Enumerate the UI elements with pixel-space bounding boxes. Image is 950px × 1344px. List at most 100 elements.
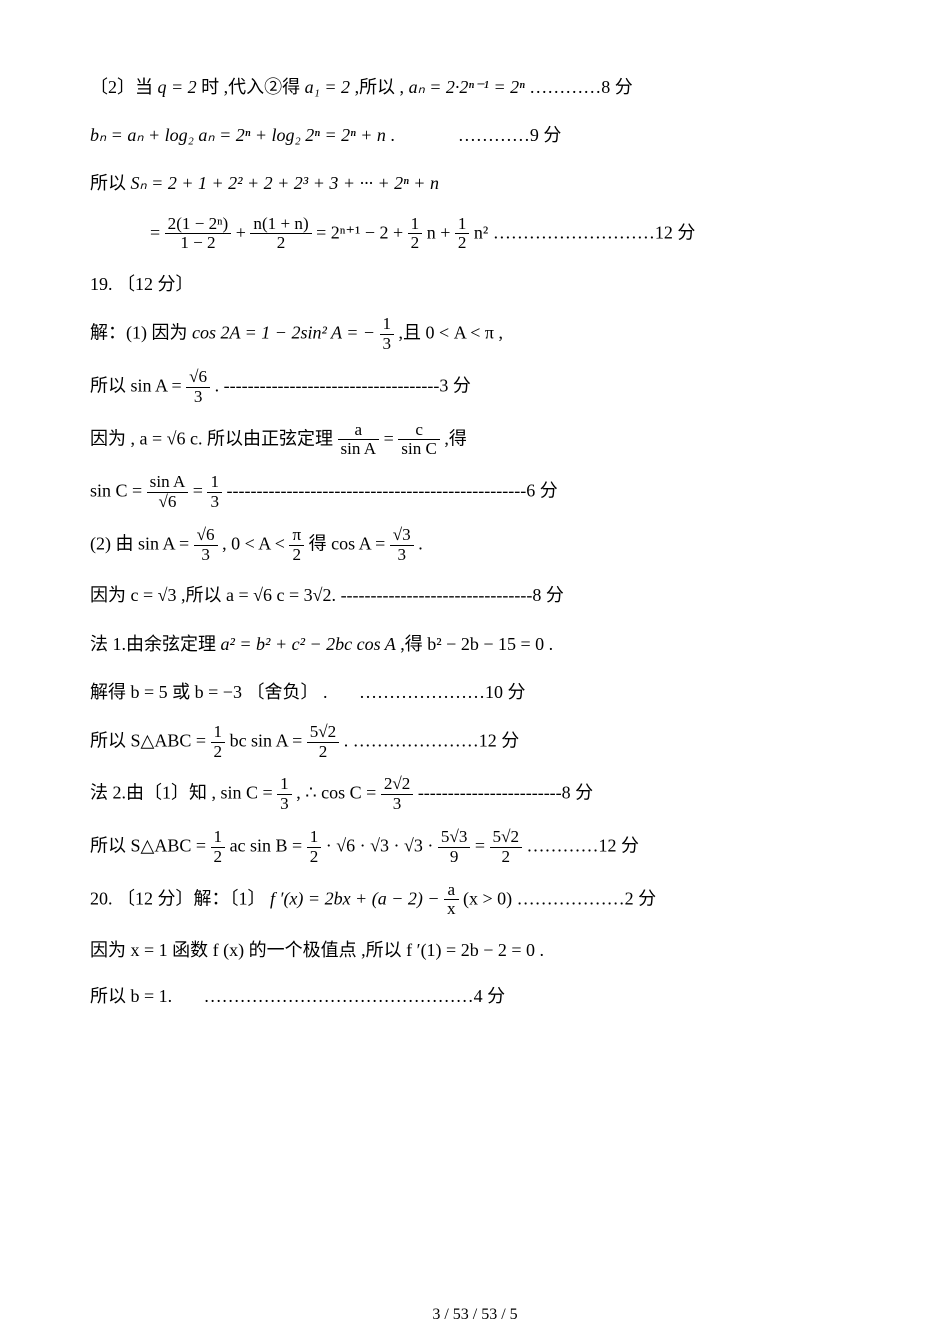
sn-expansion: 所以 Sₙ = 2 + 1 + 2² + 2 + 2³ + 3 + ··· + … xyxy=(90,166,860,200)
frac: 2√23 xyxy=(381,775,413,814)
text: 19. 〔12 分〕 xyxy=(90,274,194,294)
text: 〔2〕当 xyxy=(90,77,153,97)
score: …………8 分 xyxy=(529,77,633,97)
text: 所以 xyxy=(90,173,131,193)
method1-cosine-rule: 法 1.由余弦定理 a² = b² + c² − 2bc cos A ,得 b²… xyxy=(90,627,860,661)
math: a² = b² + c² − 2bc cos A xyxy=(221,634,396,654)
text: 解得 b = 5 或 b = −3 〔舍负〕 . xyxy=(90,682,327,702)
frac: π2 xyxy=(289,526,304,565)
text: 所以 S△ABC = xyxy=(90,835,211,855)
math: f ′(x) = 2bx + (a − 2) − xyxy=(270,888,444,908)
page-footer: 3 / 53 / 53 / 5 xyxy=(0,1306,950,1324)
text: (2) 由 sin A = xyxy=(90,533,194,553)
text: ac sin B = xyxy=(230,835,307,855)
plus: + xyxy=(236,222,251,242)
score: ------------------------8 分 xyxy=(418,783,593,803)
eq: = xyxy=(150,222,165,242)
frac: n(1 + n)2 xyxy=(250,215,311,254)
math: cos 2A = 1 − 2sin² A = − xyxy=(192,323,380,343)
frac: 13 xyxy=(380,315,395,354)
frac: 12 xyxy=(211,723,226,762)
score: …………………10 分 xyxy=(359,682,526,702)
frac: √33 xyxy=(390,526,414,565)
score: …………12 分 xyxy=(527,835,640,855)
text: 20. 〔12 分〕解：〔1〕 xyxy=(90,888,270,908)
page: 〔2〕当 q = 2 时 ,代入②得 a₁ = 2 ,所以 , aₙ = 2·2… xyxy=(0,0,950,1344)
math: q = 2 xyxy=(158,77,197,97)
sinC-result: sin C = sin A√6 = 13 -------------------… xyxy=(90,473,860,512)
text: 因为 x = 1 函数 f (x) 的一个极值点 ,所以 f ′(1) = 2b… xyxy=(90,940,544,960)
a-value: 因为 c = √3 ,所以 a = √6 c = 3√2. ----------… xyxy=(90,578,860,612)
eq: = xyxy=(132,481,147,501)
text: 时 ,代入②得 xyxy=(201,77,300,97)
score: --------------------------------8 分 xyxy=(341,585,564,605)
text: (x > 0) xyxy=(463,888,512,908)
score: ----------------------------------------… xyxy=(227,481,558,501)
score: …………9 分 xyxy=(458,125,562,145)
frac: 5√39 xyxy=(438,828,470,867)
sinA-result: 所以 sin A = √63 . -----------------------… xyxy=(90,368,860,407)
math: n + xyxy=(427,222,455,242)
text: ,且 0 < A < π , xyxy=(399,323,503,343)
frac: csin C xyxy=(398,421,440,460)
frac: ax xyxy=(444,881,459,920)
text: 因为 c = √3 ,所以 a = √6 c = 3√2. xyxy=(90,585,336,605)
math: Sₙ = 2 + 1 + 2² + 2 + 2³ + 3 + ··· + 2ⁿ … xyxy=(131,173,439,193)
frac: 13 xyxy=(277,775,292,814)
frac: 12 xyxy=(408,215,423,254)
math: aₙ = 2·2ⁿ⁻¹ = 2ⁿ xyxy=(409,77,525,97)
math: bₙ = aₙ + log₂ aₙ = 2ⁿ + log₂ 2ⁿ = 2ⁿ + … xyxy=(90,125,386,145)
math: a₁ = 2 xyxy=(305,77,350,97)
text: = xyxy=(475,835,490,855)
page-number: 3 / 53 / 53 / 5 xyxy=(432,1306,517,1323)
score: . ------------------------------------3 … xyxy=(215,375,471,395)
text: , ∴ cos C = xyxy=(296,783,381,803)
frac: 12 xyxy=(455,215,470,254)
step-2-intro: 〔2〕当 q = 2 时 ,代入②得 a₁ = 2 ,所以 , aₙ = 2·2… xyxy=(90,70,860,104)
area-result-2: 所以 S△ABC = 12 ac sin B = 12 · √6 · √3 · … xyxy=(90,828,860,867)
text: bc sin A = xyxy=(230,730,307,750)
frac: 12 xyxy=(211,828,226,867)
frac: asin A xyxy=(338,421,380,460)
frac: √63 xyxy=(194,526,218,565)
text: · √6 · √3 · √3 · xyxy=(326,835,438,855)
text: . xyxy=(418,533,423,553)
bn-definition: bₙ = aₙ + log₂ aₙ = 2ⁿ + log₂ 2ⁿ = 2ⁿ + … xyxy=(90,118,860,152)
text: 所以 S△ABC = xyxy=(90,730,211,750)
b-solution: 解得 b = 5 或 b = −3 〔舍负〕 . …………………10 分 xyxy=(90,675,860,709)
frac: 5√22 xyxy=(307,723,339,762)
text: 解：(1) 因为 xyxy=(90,323,192,343)
area-result-1: 所以 S△ABC = 12 bc sin A = 5√22 . …………………1… xyxy=(90,723,860,762)
text: 所以 sin A = xyxy=(90,375,186,395)
frac: √63 xyxy=(186,368,210,407)
problem-20-header: 20. 〔12 分〕解：〔1〕 f ′(x) = 2bx + (a − 2) −… xyxy=(90,881,860,920)
text: ,所以 , xyxy=(355,77,405,97)
sn-result: = 2(1 − 2ⁿ)1 − 2 + n(1 + n)2 = 2ⁿ⁺¹ − 2 … xyxy=(90,215,860,254)
extreme-point: 因为 x = 1 函数 f (x) 的一个极值点 ,所以 f ′(1) = 2b… xyxy=(90,933,860,967)
eq: = xyxy=(384,428,399,448)
text: , 0 < A < xyxy=(222,533,289,553)
text: 因为 , a = √6 c. 所以由正弦定理 xyxy=(90,428,338,448)
problem-19-header: 19. 〔12 分〕 xyxy=(90,267,860,301)
text: 法 2.由〔1〕知 , sin C = xyxy=(90,783,277,803)
text: 所以 b = 1. xyxy=(90,986,172,1006)
frac: 5√22 xyxy=(490,828,522,867)
eq: = xyxy=(193,481,208,501)
part2-cosA: (2) 由 sin A = √63 , 0 < A < π2 得 cos A =… xyxy=(90,526,860,565)
text: sin C xyxy=(90,481,128,501)
frac: 2(1 − 2ⁿ)1 − 2 xyxy=(165,215,232,254)
frac: 12 xyxy=(307,828,322,867)
sine-rule: 因为 , a = √6 c. 所以由正弦定理 asin A = csin C ,… xyxy=(90,421,860,460)
score: ………………………12 分 xyxy=(493,222,696,242)
text: . xyxy=(390,125,395,145)
method2-cosC: 法 2.由〔1〕知 , sin C = 13 , ∴ cos C = 2√23 … xyxy=(90,775,860,814)
math: n² xyxy=(474,222,488,242)
frac: sin A√6 xyxy=(147,473,189,512)
b-equals-1: 所以 b = 1. ………………………………………4 分 xyxy=(90,979,860,1013)
text: 得 cos A = xyxy=(309,533,390,553)
score: . …………………12 分 xyxy=(344,730,520,750)
score: ………………………………………4 分 xyxy=(204,986,506,1006)
text: ,得 b² − 2b − 15 = 0 . xyxy=(400,634,553,654)
frac: 13 xyxy=(207,473,222,512)
math: = 2ⁿ⁺¹ − 2 + xyxy=(316,222,408,242)
